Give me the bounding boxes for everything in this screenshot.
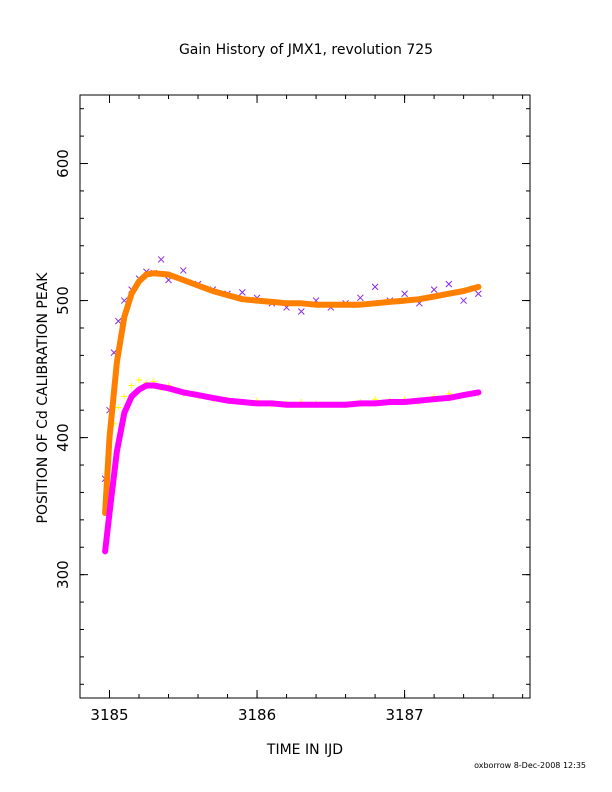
series-0-point [179,267,187,274]
series-0-point [238,288,246,296]
series-3-curve [102,382,482,555]
series-0-point [430,286,438,293]
y-tick-label: 500 [54,286,72,315]
series-2-curve [102,270,482,516]
plot-area: 3185 3186 3187 300 400 500 600 [54,94,531,724]
series-0-point [445,280,453,288]
plot-frame [79,94,531,699]
series-0-point [401,290,408,298]
series-0-point [371,283,379,291]
y-tick-label: 600 [54,149,72,178]
chart-title: Gain History of JMX1, revolution 725 [179,42,433,58]
ticks-layer: 3185 3186 3187 300 400 500 600 [54,95,530,724]
series-1-point [121,393,128,400]
series-1-point [115,404,122,411]
series-layer [101,256,482,555]
x-tick-label: 3186 [238,706,276,724]
x-tick-label: 3185 [90,706,128,724]
footer-credit: oxborrow 8-Dec-2008 12:35 [474,761,586,770]
x-tick-label: 3187 [385,706,423,724]
series-1-point [136,377,143,384]
y-tick-label: 400 [54,423,72,452]
series-0-point [356,294,364,302]
x-axis-label: TIME IN IJD [266,742,343,758]
series-0-point [157,256,165,263]
series-0-point [297,308,305,315]
series-0-point [460,297,467,304]
series-0-point [475,290,482,298]
y-tick-label: 300 [54,560,72,589]
y-axis-label: POSITION OF Cd CALIBRATION PEAK [35,272,51,524]
series-1-point [128,382,135,389]
